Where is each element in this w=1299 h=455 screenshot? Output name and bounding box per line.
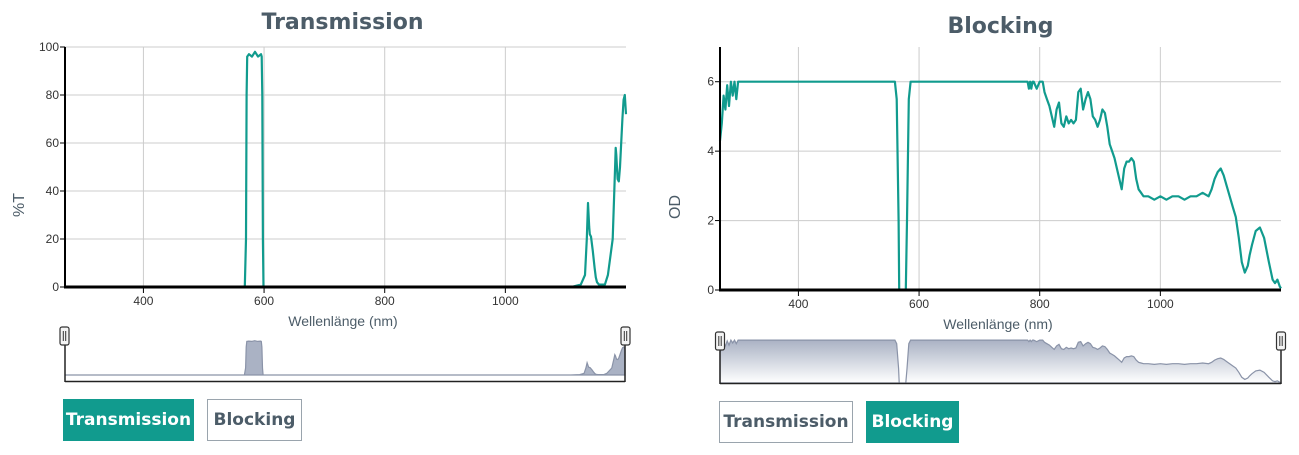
range-handle-right[interactable] bbox=[1275, 331, 1287, 351]
transmission-button[interactable]: Transmission bbox=[719, 401, 853, 443]
grid bbox=[65, 46, 626, 287]
y-tick-label: 100 bbox=[39, 40, 59, 54]
range-handle-left[interactable] bbox=[59, 326, 70, 346]
range-handle-left[interactable] bbox=[714, 331, 726, 351]
blocking-panel: Blocking 400 600 800 1000 0 2 4 6 Wellenlänge (… bbox=[650, 0, 1299, 455]
tick-labels: 400 600 800 1000 0 20 40 60 80 100 bbox=[39, 40, 519, 308]
y-tick-label: 4 bbox=[707, 144, 714, 158]
y-tick-label: 0 bbox=[52, 280, 59, 294]
x-tick-label: 600 bbox=[909, 297, 929, 311]
overview-series-area bbox=[65, 340, 626, 376]
axes bbox=[715, 47, 1281, 296]
range-overview[interactable] bbox=[650, 327, 1299, 387]
blocking-chart: 400 600 800 1000 0 2 4 6 Wellenlänge (nm) OD bbox=[667, 47, 1282, 332]
x-tick-label: 1000 bbox=[1147, 297, 1174, 311]
series-layer bbox=[718, 80, 1282, 292]
x-tick-label: 400 bbox=[788, 297, 808, 311]
overview-area bbox=[65, 340, 626, 376]
x-tick-label: 800 bbox=[375, 294, 395, 308]
blocking-button[interactable]: Blocking bbox=[866, 401, 959, 443]
y-axis-label: %T bbox=[11, 193, 28, 217]
range-overview[interactable] bbox=[0, 325, 650, 385]
y-tick-label: 60 bbox=[46, 136, 60, 150]
range-handle-right[interactable] bbox=[620, 326, 631, 346]
y-tick-label: 20 bbox=[46, 232, 60, 246]
overview-area bbox=[719, 338, 1282, 384]
transmission-panel: Transmission 400 600 800 1000 0 20 40 60 80 100 W… bbox=[0, 10, 650, 441]
series-line-0 bbox=[65, 50, 628, 289]
y-tick-label: 2 bbox=[707, 214, 714, 228]
transmission-chart: 400 600 800 1000 0 20 40 60 80 100 Wellenlänge (n… bbox=[11, 40, 628, 329]
y-tick-label: 80 bbox=[46, 88, 60, 102]
y-tick-label: 6 bbox=[707, 75, 714, 89]
grid bbox=[720, 47, 1281, 290]
axes bbox=[60, 46, 626, 293]
x-tick-label: 600 bbox=[254, 294, 274, 308]
series-layer bbox=[65, 50, 628, 289]
tick-labels: 400 600 800 1000 0 2 4 6 bbox=[707, 75, 1174, 311]
series-line-0 bbox=[718, 80, 1282, 292]
chart-title: Transmission bbox=[261, 10, 424, 35]
chart-title: Blocking bbox=[947, 14, 1054, 39]
x-tick-label: 800 bbox=[1030, 297, 1050, 311]
y-tick-label: 0 bbox=[707, 283, 714, 297]
x-tick-label: 1000 bbox=[492, 294, 519, 308]
x-tick-label: 400 bbox=[133, 294, 153, 308]
x-axis-label: Wellenlänge (nm) bbox=[943, 316, 1052, 332]
y-axis-label: OD bbox=[667, 195, 684, 219]
overview-series-area bbox=[719, 338, 1282, 384]
y-tick-label: 40 bbox=[46, 184, 60, 198]
transmission-button[interactable]: Transmission bbox=[63, 399, 194, 441]
x-axis-label: Wellenlänge (nm) bbox=[288, 313, 397, 329]
blocking-button[interactable]: Blocking bbox=[207, 399, 302, 441]
